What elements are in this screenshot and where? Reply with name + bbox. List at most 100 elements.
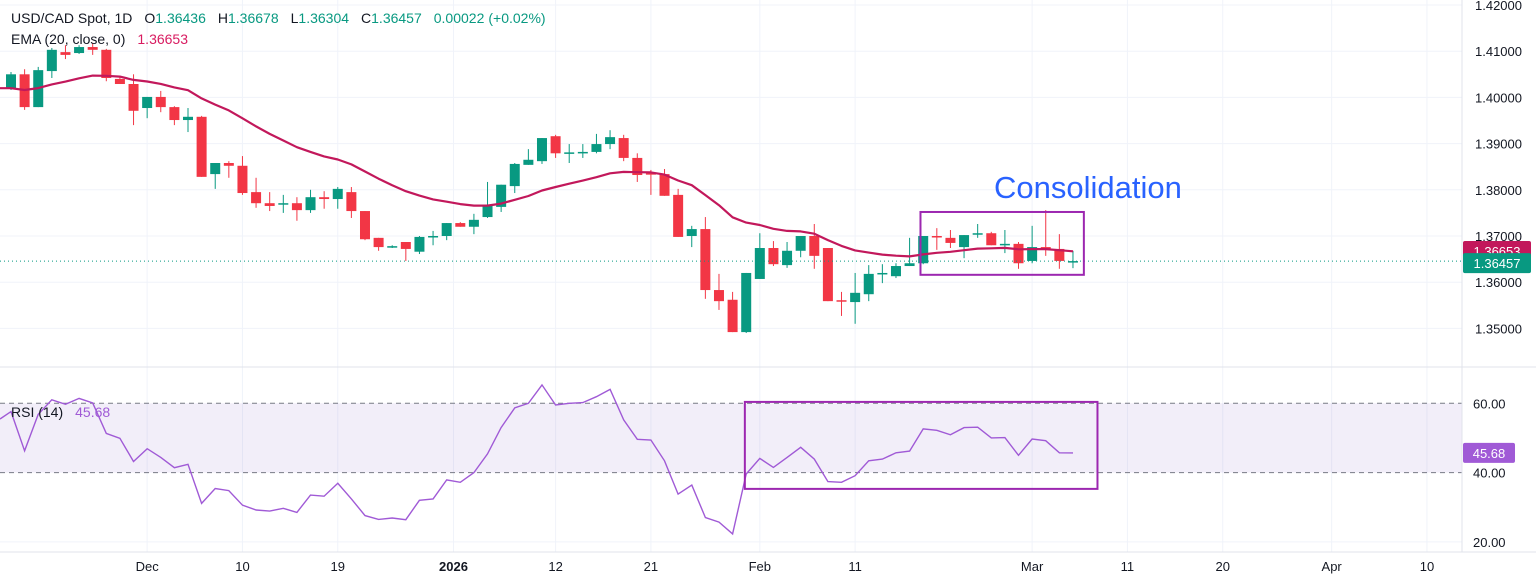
candle — [468, 213, 479, 235]
symbol-title[interactable]: USD/CAD Spot, 1D — [11, 10, 133, 26]
price-tick-label: 1.37000 — [1475, 229, 1522, 244]
candle — [809, 223, 820, 269]
price-tick-label: 1.38000 — [1475, 183, 1522, 198]
time-tick-label: 2026 — [439, 559, 468, 574]
candle-body — [591, 144, 602, 152]
candle-body — [60, 52, 71, 55]
price-tick-label: 1.36000 — [1475, 275, 1522, 290]
candle-body — [999, 243, 1010, 246]
candle — [877, 264, 888, 284]
candle — [373, 237, 384, 251]
candle-body — [142, 96, 153, 109]
last-price-tag: 1.36457 — [1474, 256, 1521, 271]
candle — [727, 291, 738, 333]
candle-body — [564, 152, 575, 154]
last-price-tag-bg — [1463, 253, 1531, 274]
candle — [959, 235, 970, 259]
candle-body — [128, 84, 139, 111]
candle — [1054, 234, 1065, 269]
consolidation-box-price[interactable] — [919, 210, 1085, 276]
candle-body — [645, 173, 656, 175]
rsi-legend: RSI (14) 45.68 — [11, 404, 110, 420]
candle — [754, 233, 765, 279]
candle — [850, 272, 861, 324]
candle-body — [1013, 243, 1024, 264]
candle-body — [741, 272, 752, 333]
candle — [945, 229, 956, 249]
low-label: L — [290, 10, 299, 26]
candle — [455, 222, 466, 227]
candle-body — [264, 203, 275, 206]
candle-body — [536, 138, 547, 162]
price-tick-label: 1.39000 — [1475, 137, 1522, 152]
time-tick-label: Apr — [1322, 559, 1343, 574]
candle-body — [169, 107, 180, 121]
candle — [264, 192, 275, 212]
candle — [577, 144, 588, 158]
candle — [441, 223, 452, 241]
candle-body — [795, 236, 806, 251]
overlays — [0, 74, 1462, 536]
candle-body — [291, 203, 302, 211]
time-tick-label: 12 — [548, 559, 562, 574]
candle-body — [387, 246, 398, 248]
candle-body — [972, 233, 983, 235]
candle — [359, 211, 370, 241]
candle-body — [482, 205, 493, 218]
ema-line — [0, 74, 1074, 258]
candle — [223, 161, 234, 178]
consolidation-box-rsi[interactable] — [743, 400, 1099, 490]
candle-body — [918, 236, 929, 264]
open-value: 1.36436 — [155, 10, 206, 26]
candle-body — [74, 47, 85, 54]
candle-body — [632, 157, 643, 176]
candle-body — [809, 236, 820, 256]
rsi-value-tag-bg — [1463, 442, 1515, 463]
close-label: C — [361, 10, 372, 26]
candle-body — [1067, 261, 1078, 263]
candle-body — [673, 194, 684, 237]
time-tick-label: Dec — [136, 559, 160, 574]
rsi-value: 45.68 — [75, 404, 111, 420]
candle — [591, 133, 602, 154]
candle-body — [414, 236, 425, 252]
candle-body — [618, 138, 629, 158]
candle-body — [850, 292, 861, 303]
candle — [332, 187, 343, 209]
ema-label[interactable]: EMA (20, close, 0) — [11, 31, 126, 47]
candle — [782, 242, 793, 268]
rsi-label[interactable]: RSI (14) — [11, 404, 64, 420]
candle-body — [577, 151, 588, 154]
time-tick-label: 19 — [331, 559, 345, 574]
candle-body — [441, 223, 452, 236]
candle — [319, 191, 330, 209]
candle — [795, 236, 806, 258]
candle-body — [455, 223, 466, 227]
candle-body — [523, 159, 534, 165]
rsi-tick-label: 60.00 — [1473, 396, 1506, 411]
candle — [986, 231, 997, 246]
candle-body — [1054, 248, 1065, 261]
candle — [741, 272, 752, 334]
candle — [155, 90, 166, 113]
candle-body — [768, 248, 779, 265]
candle-body — [782, 250, 793, 266]
change-percent: (+0.02%) — [488, 10, 546, 26]
candle-body — [332, 188, 343, 200]
candle-body — [754, 248, 765, 279]
time-tick-label: Feb — [749, 559, 771, 574]
candle — [482, 181, 493, 218]
candle — [496, 184, 507, 212]
candle-body — [428, 236, 439, 238]
candle-body — [101, 49, 112, 78]
candle-body — [359, 211, 370, 240]
candle-body — [373, 237, 384, 248]
candle — [114, 77, 125, 85]
candle — [196, 115, 207, 177]
candle — [972, 223, 983, 238]
candle-body — [877, 272, 888, 275]
candle-body — [346, 192, 357, 212]
candle — [305, 189, 316, 213]
